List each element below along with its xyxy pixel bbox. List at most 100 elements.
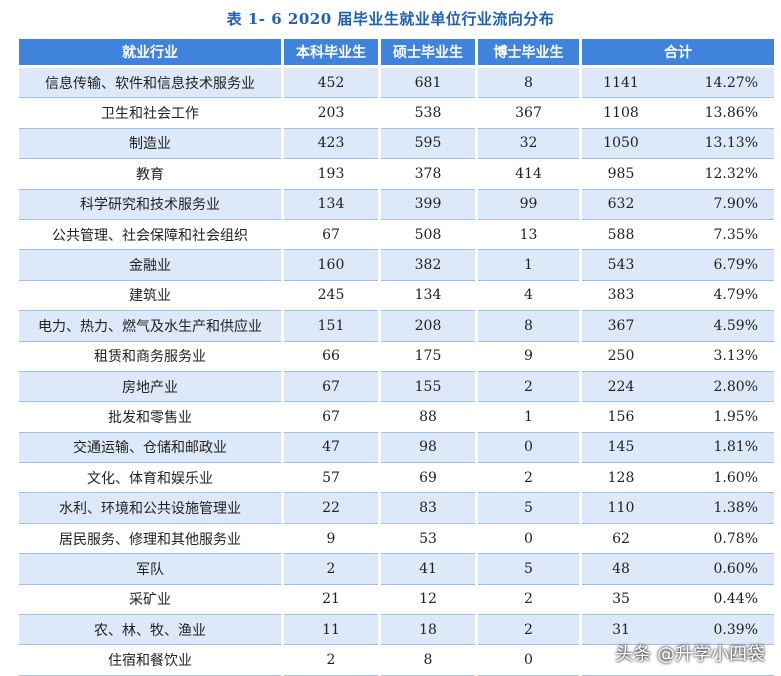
cell-industry: 公共管理、社会保障和社会组织 xyxy=(19,219,281,251)
cell-industry: 采矿业 xyxy=(19,584,281,616)
cell-percent: 3.13% xyxy=(713,348,758,365)
header-master: 硕士毕业生 xyxy=(381,39,475,68)
table-row: 采矿业 21 12 2 35 0.44% xyxy=(19,584,774,616)
cell-industry: 军队 xyxy=(19,554,281,585)
cell-percent: 12.32% xyxy=(704,165,758,182)
cell-bachelor: 193 xyxy=(284,159,378,190)
table-row: 卫生和社会工作 203 538 367 1108 13.86% xyxy=(19,98,774,129)
table-row: 房地产业 67 155 2 224 2.80% xyxy=(19,371,774,403)
cell-total-group: 1108 13.86% xyxy=(582,98,774,129)
cell-percent: 1.95% xyxy=(713,408,758,425)
table-row: 水利、环境和公共设施管理业 22 83 5 110 1.38% xyxy=(19,493,774,524)
cell-total: 1141 xyxy=(603,74,639,91)
cell-percent: 1.38% xyxy=(713,500,758,517)
table-row: 军队 2 41 5 48 0.60% xyxy=(19,554,774,585)
cell-bachelor: 423 xyxy=(284,128,378,160)
cell-industry: 租赁和商务服务业 xyxy=(19,341,281,372)
cell-bachelor: 134 xyxy=(284,189,378,220)
cell-industry: 水利、环境和公共设施管理业 xyxy=(19,493,281,524)
cell-industry: 房地产业 xyxy=(19,371,281,403)
cell-master: 155 xyxy=(381,371,475,403)
table-header-row: 就业行业 本科毕业生 硕士毕业生 博士毕业生 合计 xyxy=(19,39,774,68)
cell-master: 681 xyxy=(381,68,475,99)
cell-master: 175 xyxy=(381,341,475,372)
cell-doctor: 1 xyxy=(478,402,579,433)
cell-master: 83 xyxy=(381,493,475,524)
cell-industry: 交通运输、仓储和邮政业 xyxy=(19,432,281,464)
cell-master: 399 xyxy=(381,189,475,220)
cell-percent: 4.59% xyxy=(713,317,758,334)
cell-doctor: 414 xyxy=(478,159,579,190)
table-row: 电力、热力、燃气及水生产和供应业 151 208 8 367 4.59% xyxy=(19,311,774,342)
cell-bachelor: 160 xyxy=(284,250,378,281)
cell-total-group: 588 7.35% xyxy=(582,219,774,251)
cell-doctor: 4 xyxy=(478,280,579,312)
cell-percent: 4.79% xyxy=(713,287,758,304)
cell-doctor: 5 xyxy=(478,493,579,524)
cell-master: 18 xyxy=(381,615,475,646)
cell-total: 588 xyxy=(607,226,635,243)
cell-master: 8 xyxy=(381,645,475,676)
table-row: 租赁和商务服务业 66 175 9 250 3.13% xyxy=(19,341,774,372)
cell-total: 62 xyxy=(612,530,630,547)
cell-doctor: 5 xyxy=(478,554,579,585)
header-industry: 就业行业 xyxy=(19,39,281,68)
cell-bachelor: 67 xyxy=(284,371,378,403)
cell-percent: 7.35% xyxy=(713,226,758,243)
cell-percent: 14.27% xyxy=(704,74,758,91)
cell-master: 595 xyxy=(381,128,475,160)
cell-total-group: 156 1.95% xyxy=(582,402,774,433)
cell-master: 208 xyxy=(381,311,475,342)
cell-master: 538 xyxy=(381,98,475,129)
cell-total-group: 128 1.60% xyxy=(582,463,774,494)
cell-bachelor: 67 xyxy=(284,219,378,251)
cell-doctor: 13 xyxy=(478,219,579,251)
cell-master: 508 xyxy=(381,219,475,251)
cell-industry: 建筑业 xyxy=(19,280,281,312)
cell-percent: 0.39% xyxy=(713,621,758,638)
cell-doctor: 0 xyxy=(478,645,579,676)
cell-master: 382 xyxy=(381,250,475,281)
cell-percent: 2.80% xyxy=(713,378,758,395)
cell-total: 48 xyxy=(612,560,630,577)
cell-master: 12 xyxy=(381,584,475,616)
cell-doctor: 2 xyxy=(478,615,579,646)
cell-doctor: 0 xyxy=(478,432,579,464)
cell-bachelor: 22 xyxy=(284,493,378,524)
cell-doctor: 8 xyxy=(478,68,579,99)
cell-total-group: 31 0.39% xyxy=(582,615,774,646)
cell-percent: 0.60% xyxy=(713,560,758,577)
cell-percent: 6.79% xyxy=(713,257,758,274)
cell-total: 367 xyxy=(607,317,635,334)
cell-industry: 信息传输、软件和信息技术服务业 xyxy=(19,68,281,99)
cell-master: 378 xyxy=(381,159,475,190)
cell-total-group: 224 2.80% xyxy=(582,371,774,403)
cell-industry: 科学研究和技术服务业 xyxy=(19,189,281,220)
cell-industry: 住宿和餐饮业 xyxy=(19,645,281,676)
cell-total: 224 xyxy=(607,378,635,395)
cell-total-group: 250 3.13% xyxy=(582,341,774,372)
cell-total-group: 1141 14.27% xyxy=(582,68,774,99)
table-row: 科学研究和技术服务业 134 399 99 632 7.90% xyxy=(19,189,774,220)
header-doctor: 博士毕业生 xyxy=(478,39,579,68)
cell-doctor: 367 xyxy=(478,98,579,129)
table-row: 文化、体育和娱乐业 57 69 2 128 1.60% xyxy=(19,463,774,494)
cell-master: 88 xyxy=(381,402,475,433)
cell-total: 156 xyxy=(607,408,635,425)
cell-master: 134 xyxy=(381,280,475,312)
cell-total: 128 xyxy=(607,469,635,486)
cell-total-group: 985 12.32% xyxy=(582,159,774,190)
cell-percent: 0.44% xyxy=(713,591,758,608)
cell-total: 1050 xyxy=(603,135,639,152)
watermark: 头条 @升学小四袋 xyxy=(615,640,765,666)
cell-doctor: 99 xyxy=(478,189,579,220)
cell-industry: 文化、体育和娱乐业 xyxy=(19,463,281,494)
watermark-text: 头条 @升学小四袋 xyxy=(615,644,765,665)
cell-bachelor: 66 xyxy=(284,341,378,372)
cell-master: 69 xyxy=(381,463,475,494)
cell-total: 35 xyxy=(612,591,630,608)
cell-total: 543 xyxy=(607,257,635,274)
cell-industry: 居民服务、修理和其他服务业 xyxy=(19,523,281,555)
cell-bachelor: 245 xyxy=(284,280,378,312)
header-bachelor: 本科毕业生 xyxy=(284,39,378,68)
